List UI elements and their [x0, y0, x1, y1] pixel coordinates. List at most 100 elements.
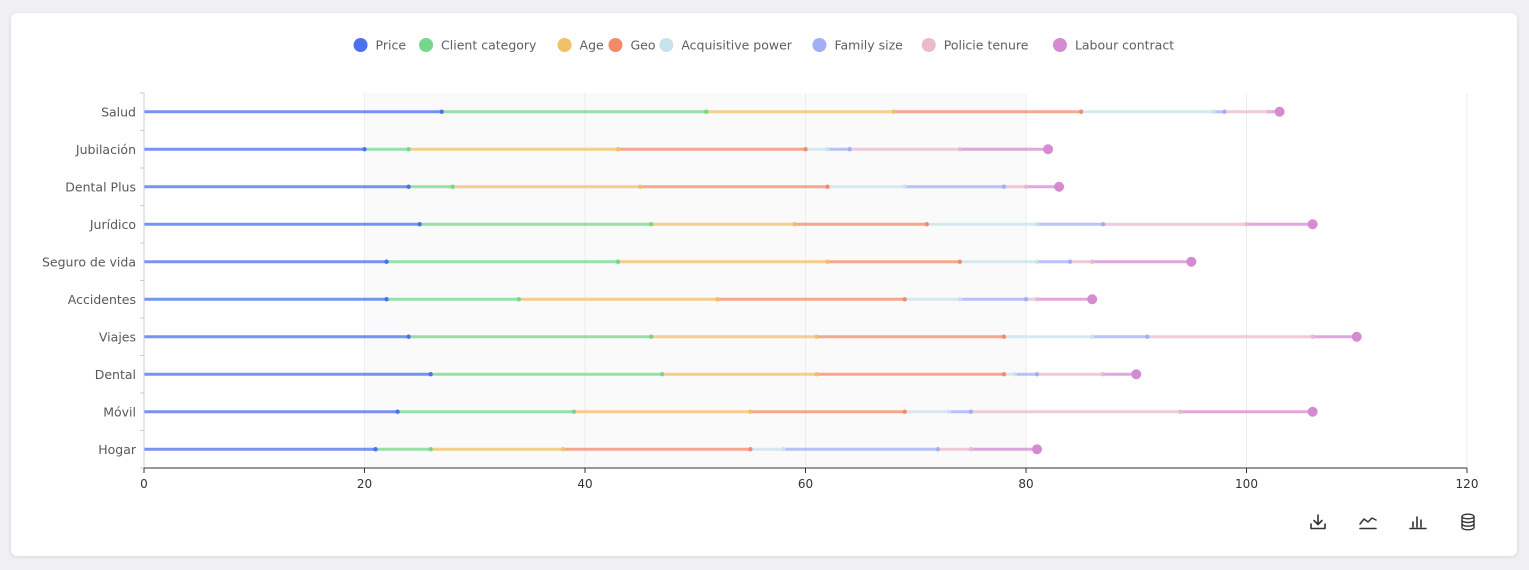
segment-end-marker[interactable] [814, 372, 819, 377]
bar-chart-button[interactable] [1405, 509, 1431, 535]
segment-end-marker[interactable] [1012, 372, 1018, 377]
segment-end-marker[interactable] [1351, 331, 1362, 342]
segment-end-marker[interactable] [648, 334, 654, 339]
segment-end-marker[interactable] [637, 184, 643, 189]
x-axis: 0 20 40 60 80 100 120 [140, 467, 1478, 491]
segment-end-marker[interactable] [704, 109, 709, 114]
line-chart-button[interactable] [1355, 509, 1381, 535]
segment-end-marker[interactable] [516, 297, 522, 302]
segment-end-marker[interactable] [1034, 372, 1040, 377]
legend-item[interactable]: Policie tenure [921, 38, 1029, 53]
x-tick-label: 40 [577, 477, 592, 491]
segment-end-marker[interactable] [1023, 297, 1029, 302]
segment-end-marker[interactable] [406, 147, 411, 152]
category-label: Salud [101, 104, 136, 119]
segment-end-marker[interactable] [1222, 109, 1227, 114]
legend-item[interactable]: Client category [419, 38, 537, 53]
segment-end-marker[interactable] [659, 372, 665, 377]
segment-end-marker[interactable] [406, 334, 411, 339]
legend-marker [812, 38, 827, 52]
segment-end-marker[interactable] [792, 222, 797, 227]
segment-end-marker[interactable] [1034, 297, 1040, 302]
segment-end-marker[interactable] [1001, 372, 1007, 377]
segment-end-marker[interactable] [825, 184, 830, 189]
segment-end-marker[interactable] [1001, 184, 1007, 189]
legend-item[interactable]: Family size [812, 38, 903, 53]
segment-end-marker[interactable] [902, 297, 907, 302]
segment-end-marker[interactable] [1178, 409, 1183, 414]
segment-end-marker[interactable] [825, 259, 830, 264]
segment-end-marker[interactable] [1145, 334, 1150, 339]
segment-end-marker[interactable] [1023, 184, 1029, 189]
segment-end-marker[interactable] [968, 447, 974, 452]
segment-end-marker[interactable] [395, 409, 400, 414]
segment-end-marker[interactable] [1032, 444, 1043, 455]
segment-end-marker[interactable] [615, 147, 621, 152]
segment-end-marker[interactable] [1034, 222, 1040, 227]
segment-end-marker[interactable] [450, 184, 455, 189]
segment-end-marker[interactable] [1186, 256, 1197, 267]
segment-end-marker[interactable] [1054, 181, 1065, 192]
segment-end-marker[interactable] [1089, 334, 1095, 339]
segment-end-marker[interactable] [1274, 106, 1285, 117]
segment-end-marker[interactable] [1034, 259, 1040, 264]
legend-item[interactable]: Geo [608, 38, 655, 53]
legend-item[interactable]: Acquisitive power [659, 38, 793, 53]
segment-end-marker[interactable] [1131, 369, 1142, 380]
segment-end-marker[interactable] [946, 409, 952, 414]
segment-end-marker[interactable] [825, 147, 830, 152]
segment-end-marker[interactable] [803, 147, 808, 152]
segment-end-marker[interactable] [1307, 406, 1318, 417]
legend-item[interactable]: Labour contract [1052, 38, 1174, 53]
segment-end-marker[interactable] [935, 447, 940, 452]
segment-end-marker[interactable] [891, 109, 896, 114]
legend-item[interactable]: Price [353, 38, 407, 53]
segment-end-marker[interactable] [384, 297, 389, 302]
segment-end-marker[interactable] [1067, 259, 1073, 264]
segment-end-marker[interactable] [615, 259, 621, 264]
segment-end-marker[interactable] [1307, 219, 1318, 230]
segment-end-marker[interactable] [924, 222, 929, 227]
segment-end-marker[interactable] [957, 297, 963, 302]
legend-item[interactable]: Age [557, 38, 604, 53]
segment-end-marker[interactable] [902, 409, 907, 414]
segment-end-marker[interactable] [560, 447, 566, 452]
segment-end-marker[interactable] [384, 259, 389, 264]
segment-end-marker[interactable] [428, 447, 433, 452]
segment-end-marker[interactable] [814, 334, 819, 339]
category-label: Viajes [99, 329, 136, 344]
segment-end-marker[interactable] [373, 447, 378, 452]
segment-end-marker[interactable] [902, 184, 907, 189]
segment-end-marker[interactable] [748, 447, 753, 452]
segment-end-marker[interactable] [1244, 222, 1249, 227]
category-label: Móvil [103, 404, 136, 419]
segment-end-marker[interactable] [968, 409, 974, 414]
segment-end-marker[interactable] [417, 222, 422, 227]
segment-end-marker[interactable] [1100, 222, 1106, 227]
segment-end-marker[interactable] [847, 147, 852, 152]
segment-end-marker[interactable] [571, 409, 577, 414]
bar-row [144, 406, 1318, 417]
segment-end-marker[interactable] [428, 372, 433, 377]
segment-end-marker[interactable] [1266, 109, 1271, 114]
segment-end-marker[interactable] [957, 259, 963, 264]
segment-end-marker[interactable] [1211, 109, 1216, 114]
download-button[interactable] [1305, 509, 1331, 535]
segment-end-marker[interactable] [1078, 109, 1084, 114]
data-view-button[interactable] [1455, 509, 1481, 535]
segment-end-marker[interactable] [1043, 144, 1054, 155]
segment-end-marker[interactable] [957, 147, 963, 152]
segment-end-marker[interactable] [1089, 259, 1095, 264]
segment-end-marker[interactable] [406, 184, 411, 189]
segment-end-marker[interactable] [1310, 334, 1315, 339]
segment-end-marker[interactable] [781, 447, 786, 452]
segment-end-marker[interactable] [715, 297, 720, 302]
segment-end-marker[interactable] [439, 109, 444, 114]
segment-end-marker[interactable] [1087, 294, 1098, 305]
segment-end-marker[interactable] [1100, 372, 1106, 377]
bars [144, 106, 1362, 455]
segment-end-marker[interactable] [648, 222, 654, 227]
segment-end-marker[interactable] [748, 409, 753, 414]
segment-end-marker[interactable] [1001, 334, 1007, 339]
segment-end-marker[interactable] [362, 147, 367, 152]
